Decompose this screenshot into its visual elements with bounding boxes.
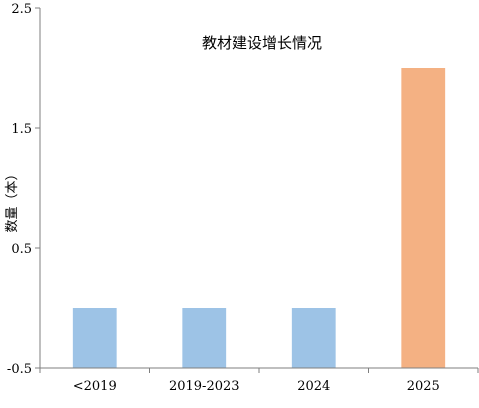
- bar-2: [291, 308, 336, 368]
- bar-0: [72, 308, 117, 368]
- chart-title: 教材建设增长情况: [202, 34, 322, 52]
- bar-3: [401, 68, 446, 368]
- x-axis: <2019 2019-2023 2024 2025: [39, 367, 479, 394]
- y-tick-label: 2.5: [11, 2, 32, 17]
- bar-1: [182, 308, 227, 368]
- x-tick-label: <2019: [73, 379, 117, 394]
- x-tick-label: 2025: [407, 379, 440, 394]
- bars: [72, 68, 446, 368]
- y-tick-label: 0.5: [11, 242, 32, 257]
- y-axis-title: 数量（本）: [5, 167, 20, 232]
- x-tick-label: 2024: [297, 379, 330, 394]
- y-tick-label: -0.5: [7, 362, 32, 377]
- x-tick-label: 2019-2023: [169, 379, 240, 394]
- y-tick-label: 1.5: [11, 122, 32, 137]
- y-axis: -0.5 0.5 1.5 2.5: [7, 2, 41, 377]
